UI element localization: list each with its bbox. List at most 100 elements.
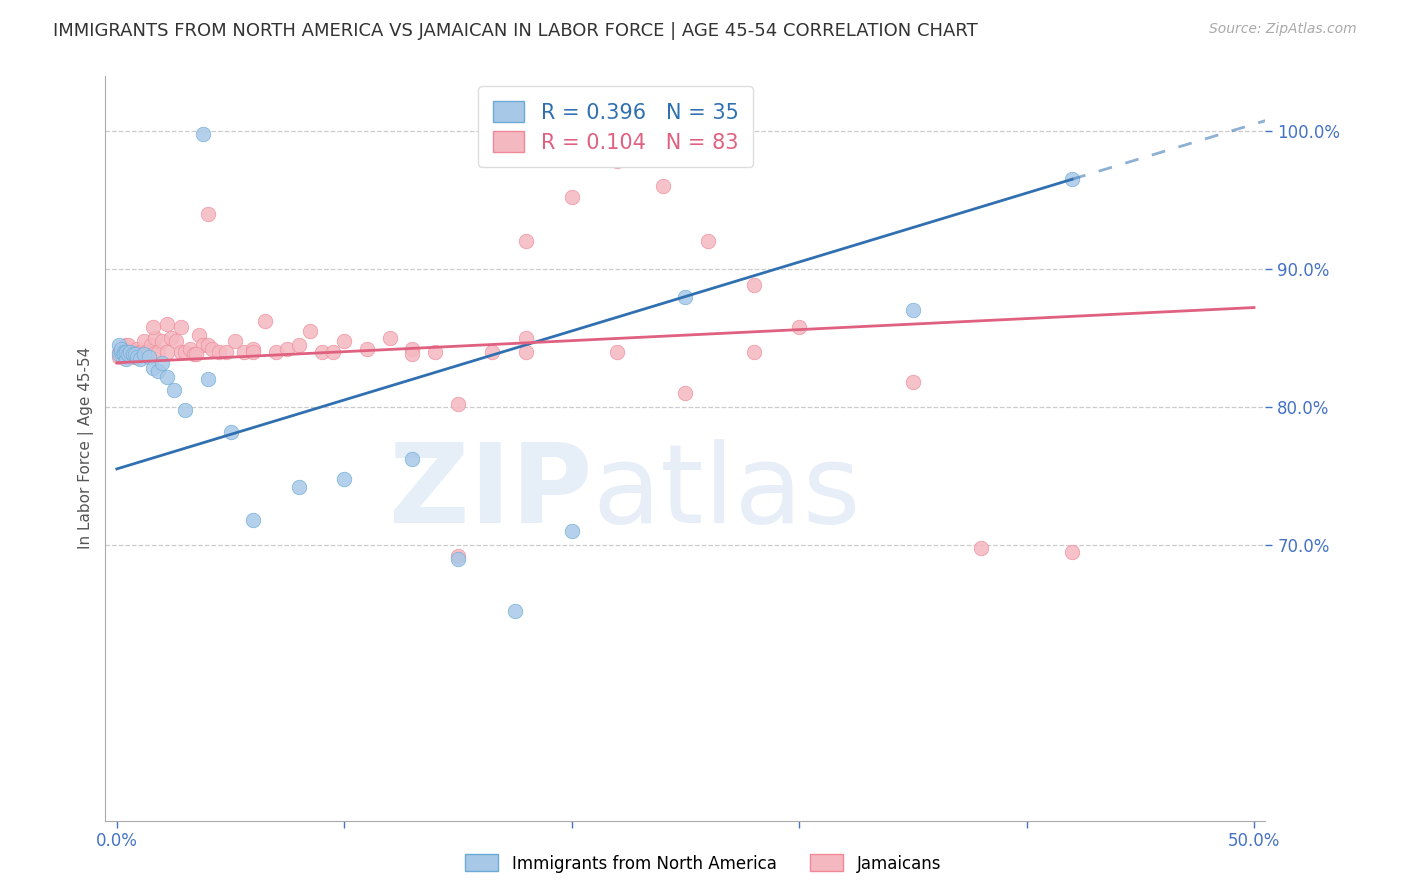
- Text: Source: ZipAtlas.com: Source: ZipAtlas.com: [1209, 22, 1357, 37]
- Jamaicans: [108, 344, 131, 359]
- Jamaicans: [156, 344, 179, 359]
- Jamaicans: [697, 235, 720, 249]
- Immigrants from North America: [401, 452, 423, 467]
- Jamaicans: [515, 331, 537, 345]
- Jamaicans: [165, 334, 187, 348]
- Jamaicans: [115, 338, 138, 352]
- Jamaicans: [124, 350, 146, 364]
- Immigrants from North America: [112, 344, 135, 359]
- Jamaicans: [117, 338, 139, 352]
- Jamaicans: [142, 347, 165, 361]
- Immigrants from North America: [503, 604, 526, 618]
- Jamaicans: [124, 344, 146, 359]
- Immigrants from North America: [121, 347, 143, 361]
- Jamaicans: [425, 344, 447, 359]
- Legend: Immigrants from North America, Jamaicans: Immigrants from North America, Jamaicans: [458, 847, 948, 880]
- Jamaicans: [333, 334, 356, 348]
- Jamaicans: [142, 319, 165, 334]
- Jamaicans: [108, 350, 131, 364]
- Immigrants from North America: [219, 425, 242, 439]
- Immigrants from North America: [120, 344, 142, 359]
- Immigrants from North America: [115, 344, 138, 359]
- Jamaicans: [447, 397, 470, 411]
- Jamaicans: [606, 344, 628, 359]
- Jamaicans: [183, 347, 205, 361]
- Text: atlas: atlas: [593, 440, 860, 547]
- Jamaicans: [651, 179, 673, 194]
- Jamaicans: [970, 541, 993, 555]
- Immigrants from North America: [117, 347, 139, 361]
- Jamaicans: [120, 344, 142, 359]
- Jamaicans: [447, 549, 470, 563]
- Jamaicans: [121, 347, 143, 361]
- Immigrants from North America: [112, 347, 135, 361]
- Jamaicans: [322, 344, 344, 359]
- Immigrants from North America: [138, 350, 160, 364]
- Immigrants from North America: [1062, 172, 1084, 186]
- Jamaicans: [174, 344, 197, 359]
- Jamaicans: [201, 342, 224, 356]
- Immigrants from North America: [333, 472, 356, 486]
- Jamaicans: [224, 334, 246, 348]
- Jamaicans: [169, 319, 191, 334]
- Jamaicans: [264, 344, 287, 359]
- Jamaicans: [131, 344, 153, 359]
- Immigrants from North America: [110, 342, 132, 356]
- Jamaicans: [117, 344, 139, 359]
- Jamaicans: [742, 278, 765, 293]
- Jamaicans: [179, 342, 201, 356]
- Immigrants from North America: [127, 350, 149, 364]
- Immigrants from North America: [146, 364, 169, 378]
- Immigrants from North America: [108, 338, 131, 352]
- Jamaicans: [675, 386, 697, 401]
- Immigrants from North America: [124, 347, 146, 361]
- Jamaicans: [127, 344, 149, 359]
- Jamaicans: [146, 344, 169, 359]
- Jamaicans: [515, 235, 537, 249]
- Immigrants from North America: [193, 127, 215, 141]
- Jamaicans: [742, 344, 765, 359]
- Immigrants from North America: [174, 402, 197, 417]
- Jamaicans: [128, 347, 150, 361]
- Jamaicans: [120, 347, 142, 361]
- Immigrants from North America: [242, 513, 264, 527]
- Jamaicans: [197, 338, 219, 352]
- Y-axis label: In Labor Force | Age 45-54: In Labor Force | Age 45-54: [79, 347, 94, 549]
- Jamaicans: [138, 344, 160, 359]
- Jamaicans: [197, 207, 219, 221]
- Jamaicans: [515, 344, 537, 359]
- Jamaicans: [187, 328, 209, 343]
- Immigrants from North America: [156, 369, 179, 384]
- Jamaicans: [150, 334, 173, 348]
- Jamaicans: [901, 375, 924, 389]
- Jamaicans: [288, 338, 311, 352]
- Jamaicans: [132, 334, 156, 348]
- Immigrants from North America: [110, 344, 132, 359]
- Jamaicans: [169, 344, 191, 359]
- Immigrants from North America: [163, 384, 186, 398]
- Jamaicans: [253, 314, 276, 328]
- Immigrants from North America: [288, 480, 311, 494]
- Jamaicans: [110, 347, 132, 361]
- Immigrants from North America: [901, 303, 924, 318]
- Immigrants from North America: [132, 347, 156, 361]
- Immigrants from North America: [128, 351, 150, 366]
- Jamaicans: [311, 344, 333, 359]
- Jamaicans: [135, 344, 157, 359]
- Immigrants from North America: [447, 551, 470, 566]
- Jamaicans: [242, 344, 264, 359]
- Jamaicans: [186, 347, 208, 361]
- Jamaicans: [1062, 544, 1084, 558]
- Jamaicans: [481, 344, 503, 359]
- Text: ZIP: ZIP: [389, 440, 593, 547]
- Jamaicans: [356, 342, 378, 356]
- Jamaicans: [112, 342, 135, 356]
- Jamaicans: [160, 331, 183, 345]
- Jamaicans: [112, 347, 135, 361]
- Immigrants from North America: [108, 347, 131, 361]
- Immigrants from North America: [675, 289, 697, 303]
- Jamaicans: [276, 342, 298, 356]
- Jamaicans: [242, 342, 264, 356]
- Jamaicans: [215, 344, 238, 359]
- Jamaicans: [401, 342, 423, 356]
